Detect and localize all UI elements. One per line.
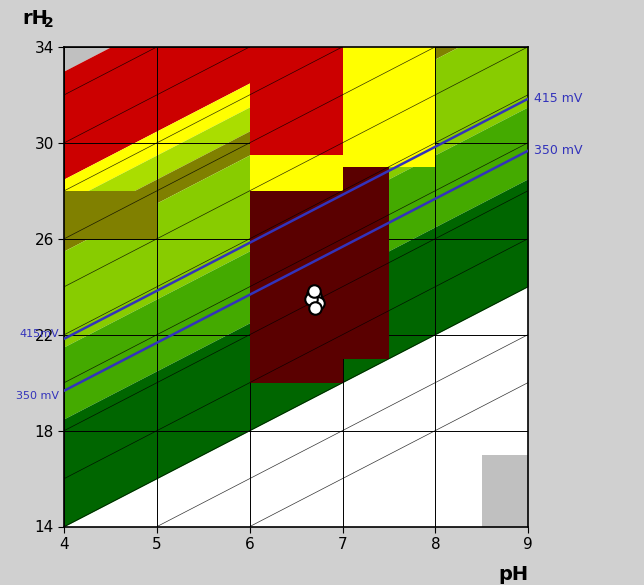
Bar xyxy=(343,47,389,167)
Bar xyxy=(250,155,343,191)
Bar xyxy=(250,47,343,154)
Bar xyxy=(343,95,389,359)
Bar xyxy=(250,191,343,383)
Text: 350 mV: 350 mV xyxy=(534,144,582,157)
Text: 415mV: 415mV xyxy=(19,329,59,339)
Bar xyxy=(64,191,157,239)
Text: pH: pH xyxy=(498,565,528,584)
Bar xyxy=(389,47,435,167)
Bar xyxy=(482,455,528,526)
Text: 2: 2 xyxy=(44,16,53,30)
Text: rH: rH xyxy=(23,9,48,27)
Text: 350 mV: 350 mV xyxy=(16,391,59,401)
Text: 415 mV: 415 mV xyxy=(534,92,582,105)
